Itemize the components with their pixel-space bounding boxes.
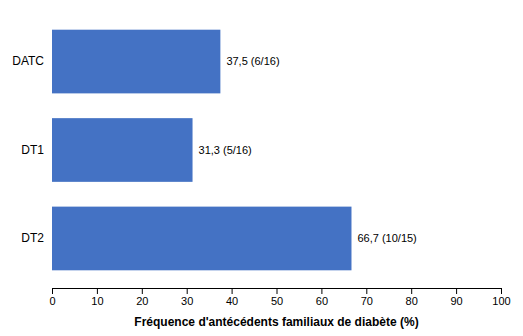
tick: 90 [450, 288, 462, 307]
tick-label: DT2 [21, 231, 44, 245]
axis-line [53, 289, 502, 295]
tick-label: 30 [181, 295, 193, 307]
tick-label: DT1 [21, 143, 44, 157]
chart: 0 10 20 30 40 50 60 70 80 90 100 DT2 DT1 DATC 66,7 (10… [0, 0, 523, 336]
tick: 100 [492, 288, 510, 307]
tick-label: 90 [450, 295, 462, 307]
tick: 0 [49, 288, 55, 307]
data-label: 66,7 (10/15) [357, 232, 416, 244]
tick-mark [321, 288, 322, 294]
tick-mark [366, 288, 367, 294]
tick-label: 50 [271, 295, 283, 307]
tick-label: 40 [226, 295, 238, 307]
tick: 20 [136, 288, 148, 307]
data-label: 31,3 (5/16) [199, 144, 252, 156]
tick-mark [52, 288, 53, 294]
tick-mark [501, 288, 502, 294]
tick-label: 10 [91, 295, 103, 307]
tick-mark [232, 288, 233, 294]
tick-label: 100 [492, 295, 510, 307]
x-axis-title: Fréquence d'antécédents familiaux de dia… [134, 315, 418, 329]
tick: DATC [12, 54, 52, 68]
tick-label: 80 [406, 295, 418, 307]
tick-label: 70 [361, 295, 373, 307]
bar [52, 30, 220, 94]
bar [52, 207, 351, 271]
tick: 10 [91, 288, 103, 307]
tick-mark [97, 288, 98, 294]
data-label: 37,5 (6/16) [226, 55, 279, 67]
bar [52, 118, 193, 182]
data-labels: 66,7 (10/15) 31,3 (5/16) 37,5 (6/16) [199, 55, 417, 244]
tick-label: 0 [49, 295, 55, 307]
tick-mark [187, 288, 188, 294]
tick-label: 20 [136, 295, 148, 307]
tick-mark [142, 288, 143, 294]
tick: 60 [316, 288, 328, 307]
tick: 50 [271, 288, 283, 307]
bars [52, 30, 351, 271]
tick: 40 [226, 288, 238, 307]
tick: DT1 [21, 143, 52, 157]
tick-mark [411, 288, 412, 294]
tick: DT2 [21, 231, 52, 245]
tick-label: 60 [316, 295, 328, 307]
tick: 30 [181, 288, 193, 307]
plot: 0 10 20 30 40 50 60 70 80 90 100 DT2 DT1 DATC 66,7 (10… [12, 30, 510, 307]
tick: 80 [406, 288, 418, 307]
tick-mark [277, 288, 278, 294]
tick-mark [456, 288, 457, 294]
y-axis: DT2 DT1 DATC [12, 54, 52, 245]
tick-label: DATC [12, 54, 44, 68]
x-axis: 0 10 20 30 40 50 60 70 80 90 100 [49, 288, 510, 307]
tick: 70 [361, 288, 373, 307]
